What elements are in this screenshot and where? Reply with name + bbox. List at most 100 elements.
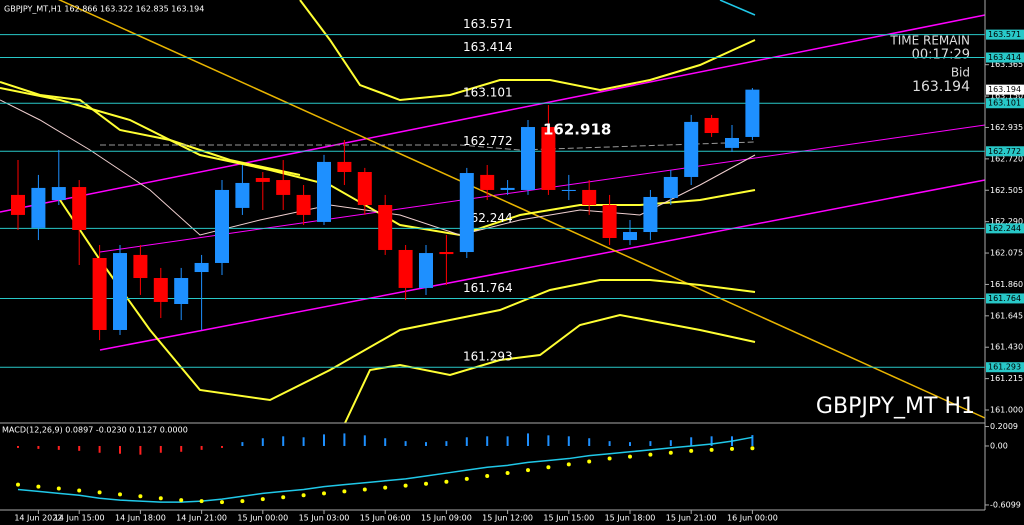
level-box <box>986 52 1024 63</box>
candle-body <box>398 249 413 288</box>
candle-body <box>153 278 168 302</box>
macd-line <box>17 436 753 503</box>
level-label: 161.293 <box>463 350 513 364</box>
y-tick-label: 162.075 <box>990 249 1023 258</box>
x-tick-label: 15 Jun 03:00 <box>299 514 350 523</box>
y-tick-label: 163.150 <box>990 92 1023 101</box>
price-label: 162.918 <box>543 120 611 138</box>
candle-body <box>663 176 678 198</box>
x-tick-label: 14 Jun 15:00 <box>54 514 105 523</box>
x-tick-label: 14 Jun 21:00 <box>176 514 227 523</box>
candle-body <box>31 187 46 228</box>
candle-body <box>296 194 311 215</box>
level-axis-label: 162.244 <box>988 224 1021 233</box>
y-tick-label: 161.645 <box>990 311 1023 320</box>
dashed-line <box>100 141 756 151</box>
signal-dot <box>464 476 469 481</box>
x-tick-label: 15 Jun 09:00 <box>421 514 472 523</box>
trendline <box>57 0 986 419</box>
candle-body <box>337 161 352 173</box>
x-tick-label: 15 Jun 21:00 <box>666 514 717 523</box>
candle-body <box>235 182 250 208</box>
candle-body <box>521 127 535 190</box>
level-box <box>986 223 1024 234</box>
x-tick-label: 15 Jun 00:00 <box>237 514 288 523</box>
time-remain: 00:17:29 <box>912 48 970 63</box>
signal-dot <box>566 462 571 467</box>
bid-label: Bid <box>951 66 970 80</box>
bid-axis-label: 163.194 <box>988 85 1021 94</box>
bid-box <box>986 84 1024 95</box>
cyan-segment <box>719 0 756 16</box>
candle-body <box>11 194 25 215</box>
y-tick-label: 161.000 <box>990 406 1023 415</box>
level-box <box>986 293 1024 304</box>
header: GBPJPY_MT,H1 162.866 163.322 162.835 163… <box>4 5 204 14</box>
signal-dot <box>750 446 755 451</box>
signal-dot <box>730 446 734 451</box>
level-box <box>986 98 1024 109</box>
level-axis-label: 161.764 <box>988 294 1021 303</box>
signal-dot <box>56 486 61 491</box>
candle-body <box>684 121 699 177</box>
band-upper-left <box>0 81 301 176</box>
candle-body <box>51 187 66 201</box>
time-remain-label: TIME REMAIN <box>889 34 970 48</box>
candle-body <box>276 180 291 195</box>
macd-title: MACD(12,26,9) 0.0897 -0.0230 0.1127 0.00… <box>2 426 188 435</box>
level-box <box>986 362 1024 373</box>
candle-body <box>704 117 719 134</box>
y-tick-label: 0.00 <box>990 441 1008 450</box>
level-label: 163.414 <box>463 40 513 54</box>
level-label: 161.764 <box>463 281 513 295</box>
signal-dot <box>424 481 428 486</box>
level-axis-label: 163.101 <box>988 99 1021 108</box>
candle-body <box>357 172 372 206</box>
signal-dot <box>485 473 490 478</box>
signal-dot <box>97 490 102 495</box>
signal-dot <box>260 497 265 502</box>
level-label: 162.244 <box>463 211 513 225</box>
y-tick-label: 161.860 <box>990 280 1023 289</box>
candle-body <box>215 189 229 263</box>
candle-body <box>439 252 454 255</box>
signal-dot <box>179 498 184 503</box>
y-tick-label: 162.935 <box>990 123 1023 132</box>
y-tick-label: 162.720 <box>990 154 1023 163</box>
signal-dot <box>322 491 326 496</box>
level-axis-label: 163.414 <box>988 53 1021 62</box>
x-tick-label: 16 Jun 00:00 <box>727 514 778 523</box>
signal-dot <box>668 450 673 455</box>
candle-body <box>113 253 127 330</box>
signal-dot <box>362 487 367 492</box>
signal-dot <box>158 496 163 501</box>
candle-body <box>317 161 331 222</box>
band-lower <box>59 199 756 402</box>
x-tick-label: 15 Jun 15:00 <box>543 514 594 523</box>
level-label: 163.101 <box>463 86 513 100</box>
candle-body <box>72 187 87 230</box>
signal-dot <box>281 495 286 500</box>
candle-body <box>480 174 495 190</box>
channel-lower <box>99 179 986 351</box>
candle-body <box>255 177 270 182</box>
x-tick-label: 14 Jun 18:00 <box>115 514 166 523</box>
signal-dot <box>199 499 204 504</box>
candle-body <box>561 189 576 191</box>
signal-dot <box>240 499 245 504</box>
y-tick-label: 0.2009 <box>990 422 1018 431</box>
y-tick-label: 161.430 <box>990 343 1023 352</box>
candle-body <box>725 137 739 148</box>
signal-dot <box>36 484 41 489</box>
candle-body <box>745 89 760 137</box>
signal-dot <box>16 482 20 487</box>
candle-body <box>133 254 148 279</box>
signal-dot <box>220 500 224 505</box>
x-tick-label: 15 Jun 18:00 <box>605 514 656 523</box>
y-tick-label: -0.6099 <box>990 500 1021 509</box>
y-tick-label: 163.365 <box>990 60 1023 69</box>
candle-body <box>378 205 393 250</box>
level-axis-label: 161.293 <box>988 363 1021 372</box>
x-tick-label: 15 Jun 12:00 <box>482 514 533 523</box>
